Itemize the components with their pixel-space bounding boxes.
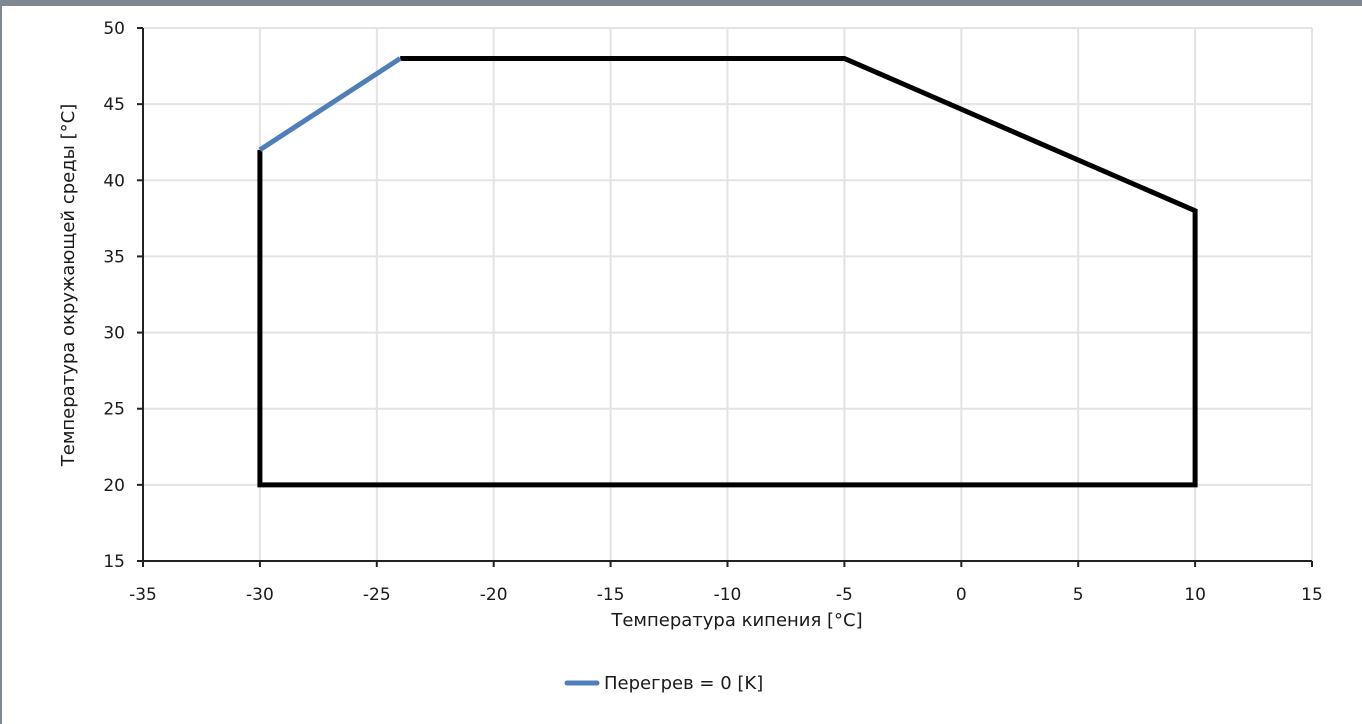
x-tick-label: 0 (956, 585, 967, 605)
y-tick-label: 25 (103, 400, 125, 420)
grid-layer (143, 27, 1313, 561)
y-tick-label: 35 (103, 247, 125, 267)
x-tick-label: -15 (597, 585, 625, 605)
x-tick-label: 5 (1073, 585, 1084, 605)
x-tick-label: -10 (714, 585, 742, 605)
legend[interactable]: Перегрев = 0 [K] (564, 673, 763, 694)
y-tick-label: 15 (103, 552, 125, 572)
y-tick-label: 20 (103, 476, 125, 496)
y-tick-label: 40 (103, 171, 125, 191)
x-tick-label: -25 (363, 585, 391, 605)
x-axis-title: Температура кипения [°C] (610, 610, 862, 631)
y-tick-label: 45 (103, 95, 125, 115)
y-tick-label: 30 (103, 324, 125, 344)
x-tick-label: -20 (480, 585, 508, 605)
x-tick-label: -5 (836, 585, 853, 605)
label-layer: -35 -30 -25 -20 -15 -10 -5 0 5 10 15 15 20 25 30 35 40 45… (103, 19, 1322, 605)
y-tick-label: 50 (103, 19, 125, 39)
x-tick-label: -35 (129, 585, 157, 605)
series-line-envelope (257, 55, 1198, 488)
y-axis-title: Температура окружающей среды [°C] (58, 104, 79, 467)
x-tick-label: 15 (1301, 585, 1323, 605)
axis-layer (137, 27, 1313, 567)
series-layer (257, 55, 1198, 488)
x-tick-label: 10 (1184, 585, 1206, 605)
series-line-superheat (258, 56, 402, 152)
x-tick-label: -30 (246, 585, 274, 605)
legend-label: Перегрев = 0 [K] (604, 673, 763, 694)
